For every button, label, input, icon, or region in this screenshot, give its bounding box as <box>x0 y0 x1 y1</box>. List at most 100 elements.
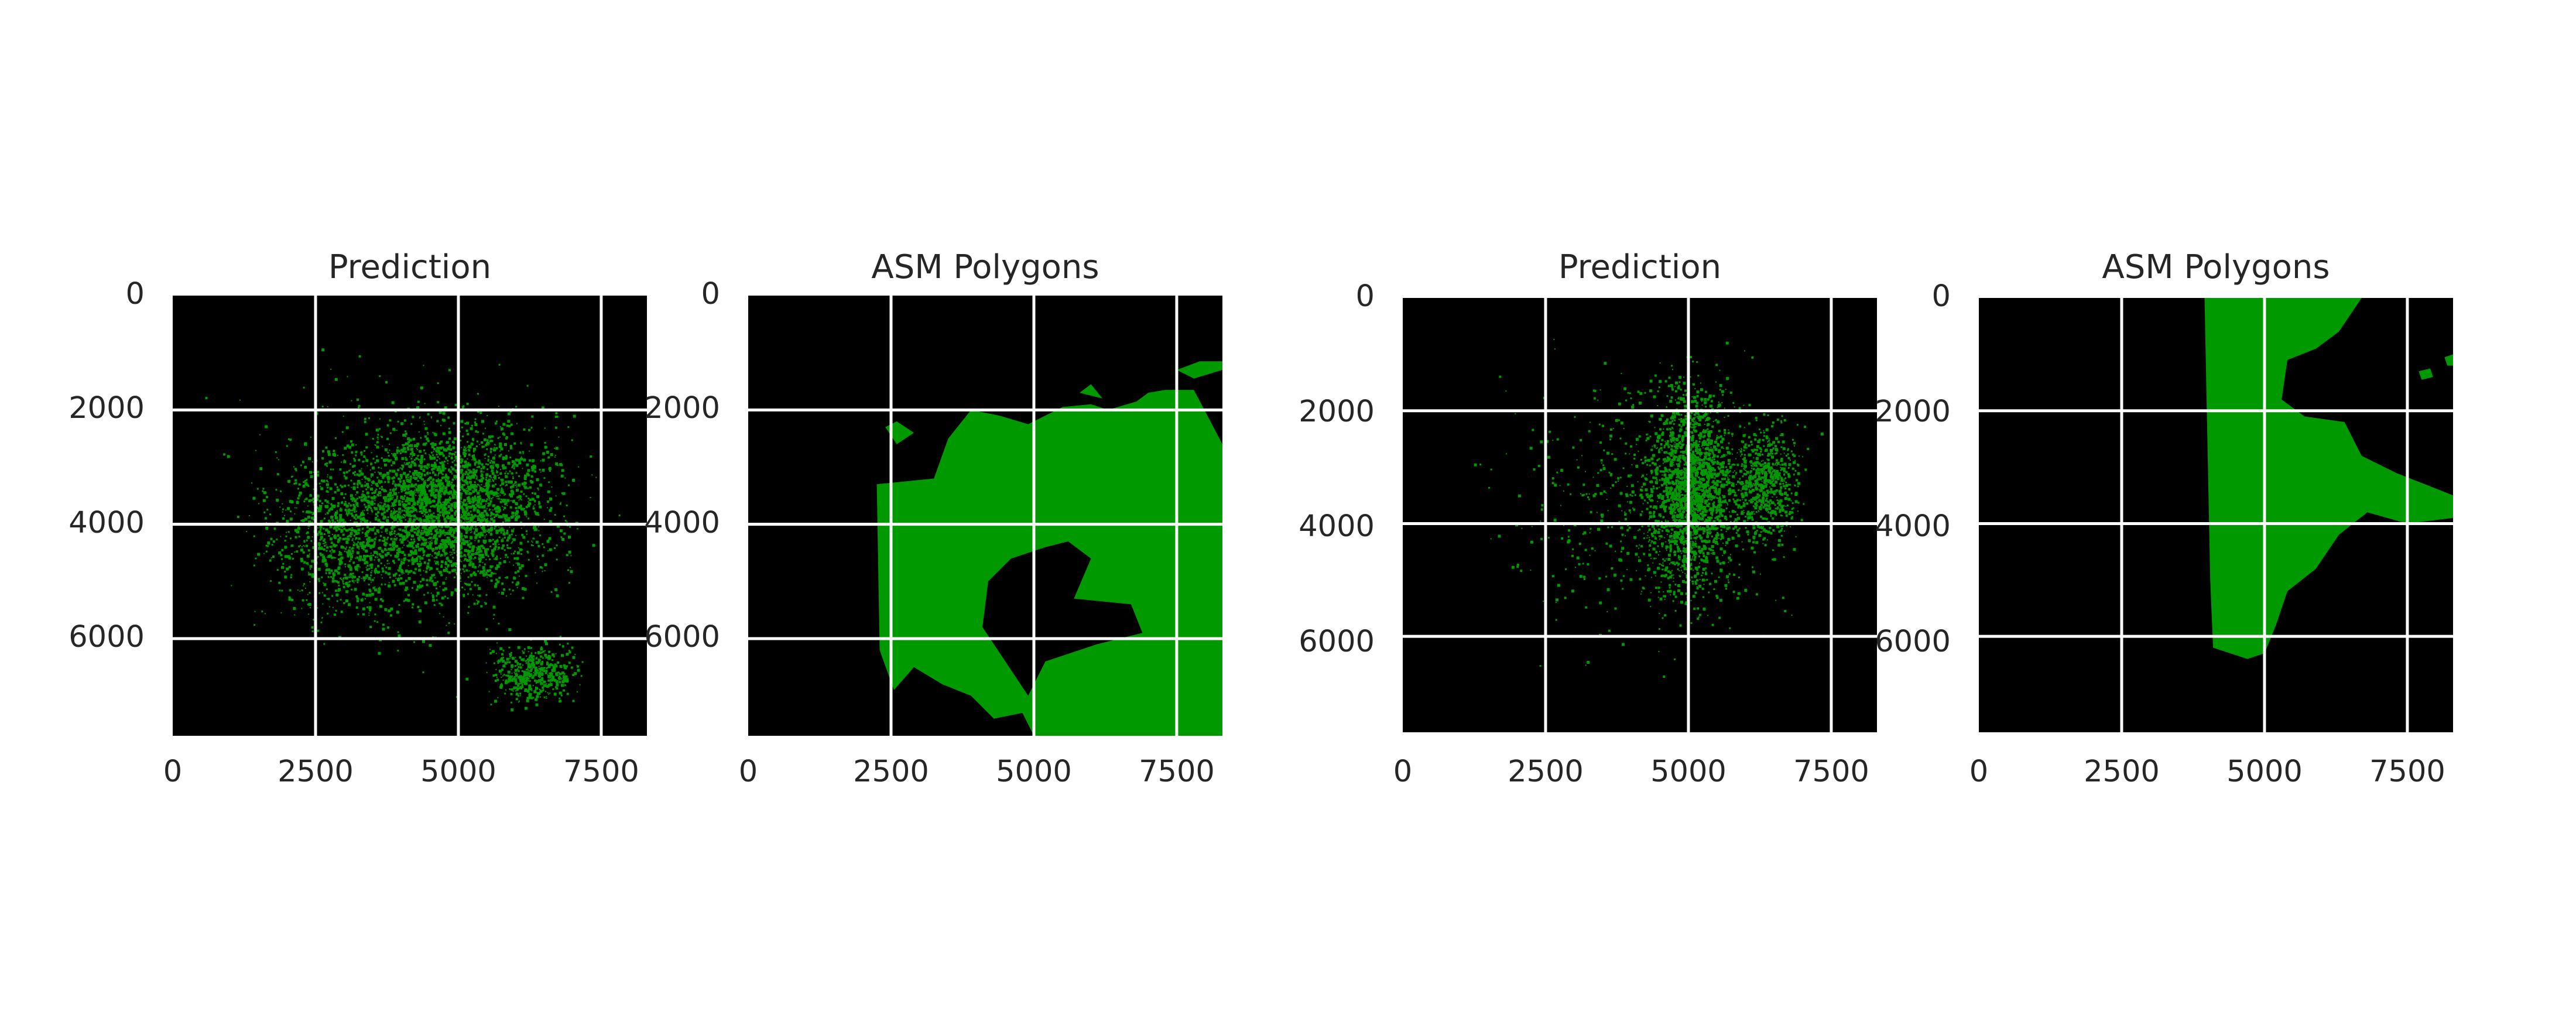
mask-pixel <box>440 482 444 485</box>
mask-pixel <box>492 674 495 677</box>
mask-pixel <box>513 442 516 445</box>
mask-pixel <box>323 538 326 540</box>
mask-pixel <box>337 488 340 492</box>
mask-pixel <box>461 474 464 476</box>
mask-pixel <box>467 473 470 476</box>
mask-pixel <box>370 566 373 569</box>
mask-pixel <box>441 465 445 469</box>
mask-pixel <box>399 539 402 540</box>
mask-pixel <box>432 538 434 539</box>
mask-pixel <box>374 471 376 473</box>
mask-pixel <box>447 530 449 532</box>
mask-pixel <box>550 678 553 682</box>
mask-pixel <box>334 512 338 515</box>
mask-pixel <box>436 503 439 507</box>
mask-pixel <box>560 536 563 539</box>
mask-pixel <box>523 458 526 462</box>
mask-pixel <box>496 555 498 557</box>
mask-pixel <box>427 562 430 565</box>
mask-pixel <box>1664 537 1666 539</box>
mask-pixel <box>465 555 467 557</box>
mask-pixel <box>370 574 372 577</box>
mask-pixel <box>401 488 404 491</box>
mask-pixel <box>412 587 413 589</box>
mask-pixel <box>352 561 355 564</box>
mask-pixel <box>1646 537 1648 539</box>
mask-pixel <box>505 557 506 558</box>
mask-pixel <box>460 515 464 519</box>
mask-pixel <box>460 575 461 577</box>
mask-pixel <box>537 487 539 489</box>
mask-pixel <box>527 469 530 472</box>
mask-pixel <box>547 500 549 503</box>
mask-pixel <box>223 453 226 456</box>
mask-pixel <box>1670 438 1673 441</box>
mask-pixel <box>548 656 551 660</box>
mask-pixel <box>318 509 321 512</box>
mask-pixel <box>442 454 445 457</box>
mask-pixel <box>410 464 413 467</box>
mask-pixel <box>372 544 375 548</box>
mask-pixel <box>413 444 417 447</box>
mask-pixel <box>356 551 359 554</box>
mask-pixel <box>326 598 328 600</box>
mask-pixel <box>547 692 549 694</box>
mask-pixel <box>477 504 480 508</box>
mask-pixel <box>444 544 447 547</box>
mask-pixel <box>489 465 493 468</box>
mask-pixel <box>427 529 430 532</box>
mask-pixel <box>435 450 438 452</box>
mask-pixel <box>463 560 465 561</box>
mask-pixel <box>433 515 435 518</box>
mask-pixel <box>530 427 533 429</box>
mask-pixel <box>459 455 461 457</box>
mask-pixel <box>514 665 516 667</box>
mask-pixel <box>522 651 525 654</box>
mask-pixel <box>396 515 400 519</box>
mask-pixel <box>392 480 395 483</box>
mask-pixel <box>410 529 413 532</box>
mask-pixel <box>419 609 422 612</box>
mask-pixel <box>358 458 361 461</box>
mask-pixel <box>532 464 535 467</box>
mask-pixel <box>497 697 499 698</box>
mask-pixel <box>512 538 513 540</box>
mask-pixel <box>533 510 536 513</box>
mask-pixel <box>533 505 535 507</box>
mask-pixel <box>358 474 360 476</box>
mask-pixel <box>474 423 478 426</box>
mask-pixel <box>312 573 314 575</box>
mask-pixel <box>313 500 316 503</box>
mask-pixel <box>1680 420 1683 423</box>
mask-pixel <box>362 541 365 544</box>
mask-pixel <box>463 500 465 502</box>
mask-pixel <box>326 490 328 493</box>
mask-pixel <box>499 500 502 503</box>
mask-pixel <box>362 527 364 529</box>
mask-pixel <box>424 502 428 505</box>
mask-pixel <box>478 517 480 519</box>
mask-pixel <box>444 552 447 555</box>
mask-pixel <box>437 499 441 503</box>
mask-pixel <box>323 548 326 551</box>
mask-pixel <box>382 496 386 499</box>
mask-pixel <box>513 553 515 554</box>
mask-pixel <box>415 544 418 547</box>
mask-pixel <box>319 552 322 555</box>
mask-pixel <box>290 546 292 547</box>
mask-pixel <box>309 494 312 497</box>
mask-pixel <box>346 546 347 548</box>
mask-pixel <box>451 484 454 487</box>
mask-pixel <box>538 674 542 678</box>
mask-pixel <box>493 464 495 466</box>
mask-pixel <box>511 708 514 712</box>
mask-pixel <box>537 555 539 558</box>
mask-pixel <box>490 514 492 516</box>
mask-pixel <box>518 506 521 509</box>
mask-pixel <box>467 513 470 516</box>
x-tick-label: 7500 <box>1139 755 1215 789</box>
mask-pixel <box>550 672 553 675</box>
mask-pixel <box>249 515 251 516</box>
mask-pixel <box>488 510 490 512</box>
mask-pixel <box>408 474 410 475</box>
